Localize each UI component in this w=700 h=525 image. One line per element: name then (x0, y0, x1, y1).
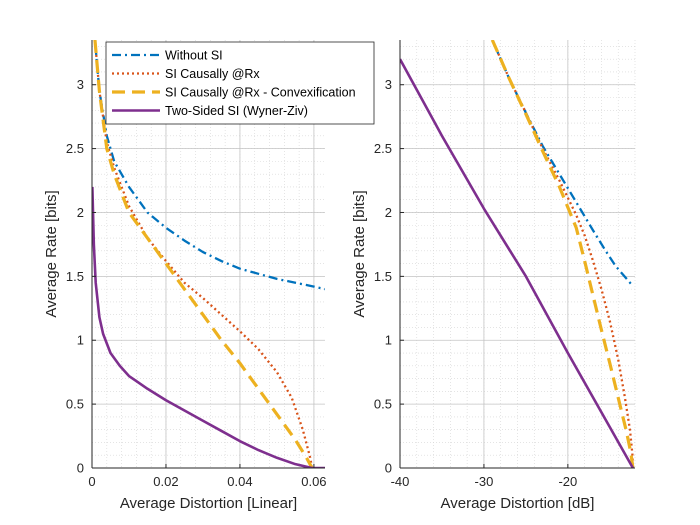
y-tick-label: 2 (77, 205, 84, 220)
legend-entry-label: SI Causally @Rx - Convexification (165, 86, 356, 100)
left-axes: 0 0.02 0.04 0.06 0 0.5 1 1.5 2 2.5 3 Average Distor… (43, 40, 375, 512)
series-line-si-causally-rx-convexification (490, 40, 635, 468)
x-axis-label: Average Distortion [Linear] (120, 495, 297, 512)
x-tick-label: -20 (558, 474, 577, 489)
x-axis-label: Average Distortion [dB] (441, 495, 595, 512)
y-tick-label: 0.5 (66, 397, 84, 412)
series-line-si-causally-rx (93, 40, 314, 468)
x-tick-label: -30 (475, 474, 494, 489)
x-tick-label: 0.04 (227, 474, 252, 489)
y-tick-label: 3 (77, 77, 84, 92)
y-axis-label: Average Rate [bits] (351, 190, 368, 317)
legend-entry-label: SI Causally @Rx (165, 67, 260, 81)
y-tick-label: 3 (385, 77, 392, 92)
y-tick-label: 2.5 (374, 141, 392, 156)
y-tick-label: 0 (385, 461, 392, 476)
y-tick-label: 0.5 (374, 397, 392, 412)
y-tick-label: 1.5 (374, 269, 392, 284)
series-line-si-causally-rx (491, 40, 635, 468)
legend-entry-label: Without SI (165, 49, 223, 63)
x-tick-label: 0 (88, 474, 95, 489)
y-tick-label: 2.5 (66, 141, 84, 156)
y-tick-label: 1.5 (66, 269, 84, 284)
y-axis-label: Average Rate [bits] (43, 190, 60, 317)
right-axes: -40 -30 -20 0 0.5 1 1.5 2 2.5 3 Average Distortion… (351, 40, 636, 512)
y-tick-label: 2 (385, 205, 392, 220)
legend-entry-label: Two-Sided SI (Wyner-Ziv) (165, 104, 308, 118)
y-tick-label: 1 (77, 333, 84, 348)
y-tick-label: 0 (77, 461, 84, 476)
legend: Without SI SI Causally @Rx SI Causally @Rx… (105, 41, 375, 125)
y-tick-label: 1 (385, 333, 392, 348)
x-tick-label: -40 (391, 474, 410, 489)
plot-area (400, 40, 635, 468)
x-tick-label: 0.06 (301, 474, 326, 489)
series-line-two-sided-si-wyner-ziv (400, 58, 635, 468)
series-line-two-sided-si-wyner-ziv (92, 186, 325, 468)
series-line-without-si (93, 40, 325, 291)
series-line-si-causally-rx-convexification (93, 40, 314, 468)
x-tick-label: 0.02 (153, 474, 178, 489)
